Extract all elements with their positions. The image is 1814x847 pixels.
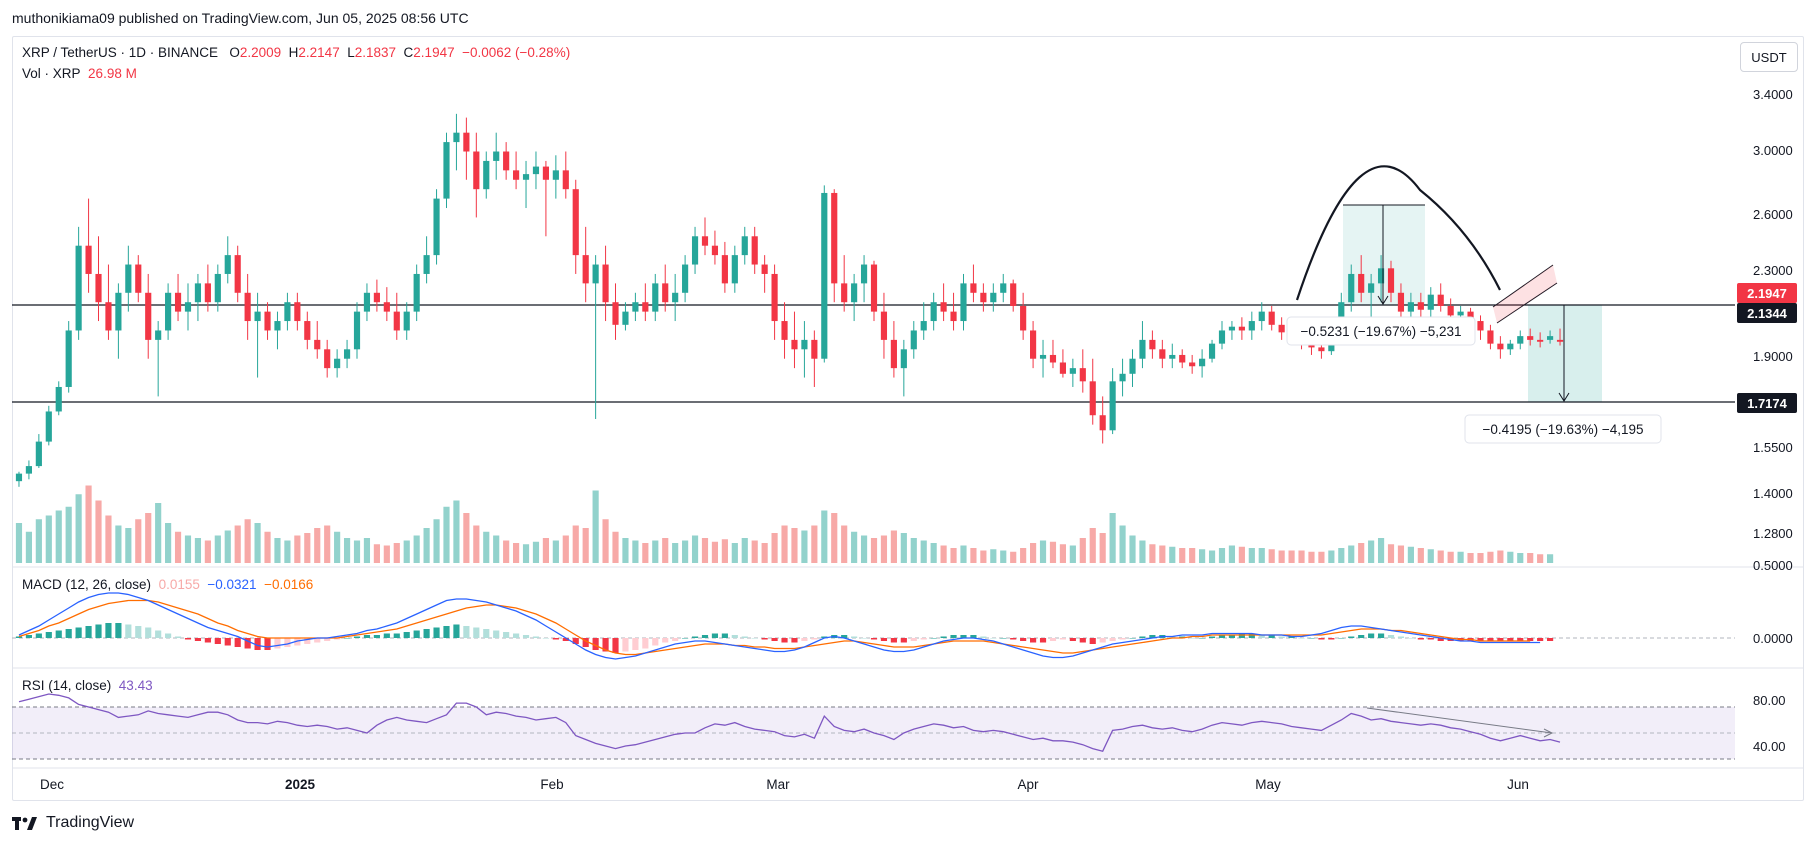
tradingview-brand[interactable]: TradingView [12, 814, 134, 832]
high-label: H [288, 45, 299, 60]
close-value: 2.1947 [413, 45, 455, 60]
high-value: 2.2147 [298, 45, 340, 60]
open-value: 2.2009 [239, 45, 282, 60]
change-value: −0.0062 (−0.28%) [462, 45, 571, 60]
open-label: O [229, 45, 240, 60]
volume-value: 26.98 M [88, 66, 137, 81]
currency-button[interactable]: USDT [1740, 42, 1798, 72]
macd-line-value: −0.0321 [207, 577, 257, 592]
rsi-legend: RSI (14, close) 43.43 [22, 678, 153, 693]
chart-frame [12, 36, 1804, 801]
tradingview-logo-icon [12, 817, 37, 830]
symbol-label[interactable]: XRP / TetherUS · 1D · BINANCE [22, 45, 219, 60]
macd-label[interactable]: MACD (12, 26, close) [22, 577, 152, 592]
brand-label: TradingView [46, 814, 135, 831]
publisher-line: muthonikiama09 published on TradingView.… [12, 10, 469, 26]
macd-legend: MACD (12, 26, close) 0.0155 −0.0321 −0.0… [22, 577, 313, 592]
volume-legend: Vol · XRP 26.98 M [22, 66, 137, 81]
low-value: 2.1837 [354, 45, 397, 60]
rsi-value: 43.43 [118, 678, 153, 693]
volume-label[interactable]: Vol · XRP [22, 66, 81, 81]
rsi-label[interactable]: RSI (14, close) [22, 678, 112, 693]
main-legend: XRP / TetherUS · 1D · BINANCE O2.2009 H2… [22, 45, 570, 60]
close-label: C [403, 45, 414, 60]
macd-signal-value: −0.0166 [264, 577, 314, 592]
low-label: L [347, 45, 355, 60]
macd-hist-value: 0.0155 [158, 577, 200, 592]
